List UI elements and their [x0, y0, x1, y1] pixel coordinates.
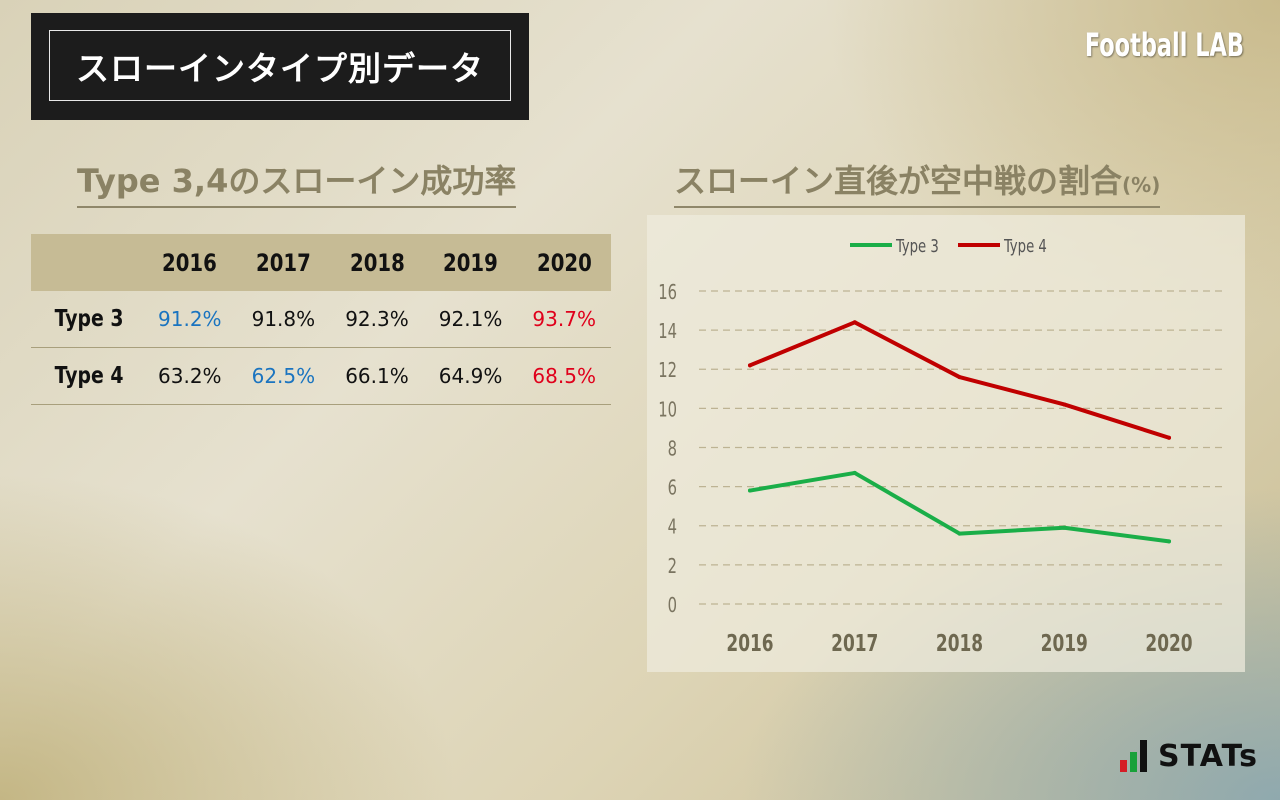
data-point	[1167, 435, 1171, 440]
year-header: 2016	[143, 234, 237, 291]
brand-logo: Football LAB	[1084, 26, 1244, 64]
page-title: スローインタイプ別データ	[49, 30, 511, 101]
y-tick-label: 4	[668, 516, 677, 539]
data-point	[852, 470, 857, 475]
x-tick-label: 2016	[726, 629, 773, 656]
series-line-type-4	[748, 320, 1171, 440]
right-section-title: スローイン直後が空中戦の割合(%)	[674, 156, 1161, 208]
x-tick-label: 2018	[936, 629, 983, 656]
legend-label: Type 3	[895, 236, 939, 257]
rate-cell: 91.2%	[143, 291, 237, 348]
line-chart: 0 2 4 6 8 10 12 14 16 2016 2017 2018 2019 2020 Type 3 T…	[658, 236, 1223, 656]
row-label: Type 4	[31, 347, 143, 405]
row-label: Type 3	[31, 291, 143, 348]
y-tick-label: 6	[668, 477, 677, 500]
stats-logo-text: STATs	[1158, 739, 1258, 774]
success-rate-table: 2016 2017 2018 2019 2020 Type 3 91.2% 91…	[31, 234, 611, 405]
y-tick-label: 12	[658, 360, 677, 383]
y-tick-label: 14	[658, 321, 677, 344]
stats-logo: STATs	[1120, 738, 1258, 772]
data-point	[1062, 402, 1067, 407]
x-tick-label: 2017	[831, 629, 878, 656]
y-tick-label: 0	[668, 595, 677, 618]
year-header: 2018	[330, 234, 424, 291]
y-tick-label: 10	[658, 399, 677, 422]
legend-label: Type 4	[1003, 236, 1047, 257]
y-tick-label: 16	[658, 282, 677, 305]
data-point	[957, 375, 962, 380]
table-row: Type 3 91.2% 91.8% 92.3% 92.1% 93.7%	[31, 291, 611, 348]
x-tick-label: 2019	[1041, 629, 1088, 656]
data-point	[748, 363, 752, 368]
right-section-title-text: スローイン直後が空中戦の割合	[674, 162, 1123, 200]
data-point	[748, 488, 752, 493]
table-corner	[31, 234, 143, 291]
data-point	[1167, 539, 1171, 544]
data-point	[957, 531, 962, 536]
rate-cell: 66.1%	[330, 347, 424, 405]
rate-cell: 63.2%	[143, 347, 237, 405]
rate-cell: 93.7%	[517, 291, 611, 348]
chart-panel: 0 2 4 6 8 10 12 14 16 2016 2017 2018 2019 2020 Type 3 T…	[647, 215, 1245, 672]
right-section-unit: (%)	[1122, 173, 1161, 197]
data-point	[852, 320, 857, 325]
series-line-type-3	[748, 470, 1171, 544]
year-header: 2017	[236, 234, 331, 291]
y-tick-label: 2	[668, 555, 677, 578]
year-header: 2019	[423, 234, 518, 291]
rate-cell: 64.9%	[423, 347, 518, 405]
data-point	[1062, 525, 1067, 530]
title-box: スローインタイプ別データ	[31, 13, 529, 120]
stats-bars-icon	[1120, 740, 1150, 772]
table-header-row: 2016 2017 2018 2019 2020	[31, 234, 611, 291]
rate-cell: 62.5%	[236, 347, 331, 405]
rate-cell: 68.5%	[517, 347, 611, 405]
y-tick-label: 8	[668, 438, 677, 461]
rate-cell: 91.8%	[236, 291, 331, 348]
year-header: 2020	[517, 234, 611, 291]
left-section-title: Type 3,4のスローイン成功率	[77, 156, 517, 208]
rate-cell: 92.1%	[423, 291, 518, 348]
x-tick-label: 2020	[1145, 629, 1192, 656]
table-row: Type 4 63.2% 62.5% 66.1% 64.9% 68.5%	[31, 347, 611, 405]
rate-cell: 92.3%	[330, 291, 424, 348]
